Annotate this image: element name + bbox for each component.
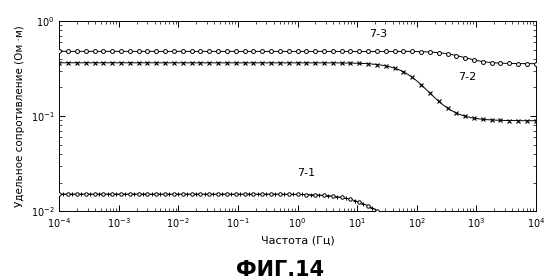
Text: 7-2: 7-2 — [458, 72, 477, 82]
Text: 7-3: 7-3 — [369, 29, 387, 39]
Text: 7-1: 7-1 — [297, 168, 316, 178]
Text: ФИГ.14: ФИГ.14 — [236, 260, 324, 280]
Y-axis label: Удельное сопротивление (Ом ·м): Удельное сопротивление (Ом ·м) — [15, 25, 25, 207]
X-axis label: Частота (Гц): Частота (Гц) — [260, 235, 334, 245]
